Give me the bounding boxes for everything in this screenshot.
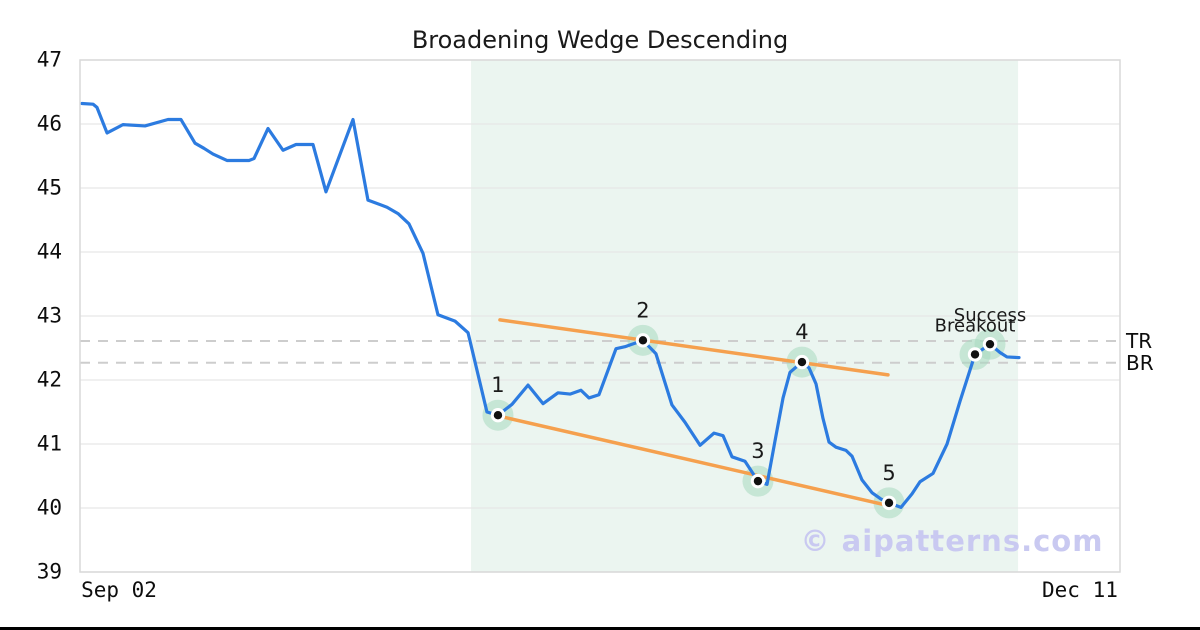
pattern-point-marker xyxy=(884,498,894,508)
pattern-point-marker xyxy=(638,336,648,345)
pattern-point-label: Breakout xyxy=(935,315,1016,336)
y-tick-label: 39 xyxy=(36,559,62,584)
pattern-point-label: Success xyxy=(954,305,1026,326)
plot-border xyxy=(79,59,1121,573)
lower-trendline xyxy=(496,414,887,507)
pattern-point-label: 4 xyxy=(795,320,808,344)
x-tick-label-end: Dec 11 xyxy=(1042,578,1118,602)
y-tick-label: 47 xyxy=(36,47,62,72)
y-tick-label: 42 xyxy=(36,367,62,392)
pattern-point-label: 1 xyxy=(491,373,504,397)
bottom-border-bar xyxy=(0,627,1200,630)
y-tick-label: 44 xyxy=(36,239,62,264)
price-line xyxy=(80,101,1021,509)
y-tick-label: 43 xyxy=(36,303,62,328)
level-label-br: BR xyxy=(1126,350,1154,375)
pattern-point-marker xyxy=(797,357,807,367)
pattern-point-label: 5 xyxy=(882,461,895,485)
y-tick-label: 46 xyxy=(36,111,62,136)
upper-trendline xyxy=(498,318,890,377)
y-tick-label: 41 xyxy=(36,431,62,456)
y-tick-label: 45 xyxy=(36,175,62,200)
pattern-point-marker xyxy=(753,476,763,486)
pattern-point-label: 2 xyxy=(636,298,649,322)
pattern-point-marker xyxy=(985,339,995,349)
pattern-point-marker xyxy=(970,350,980,359)
x-tick-label-start: Sep 02 xyxy=(81,578,157,602)
pattern-point-marker xyxy=(493,411,503,420)
pattern-point-label: 3 xyxy=(751,439,764,463)
y-tick-label: 40 xyxy=(36,495,62,520)
chart-title: Broadening Wedge Descending xyxy=(411,26,789,54)
level-label-tr: TR xyxy=(1126,328,1153,353)
